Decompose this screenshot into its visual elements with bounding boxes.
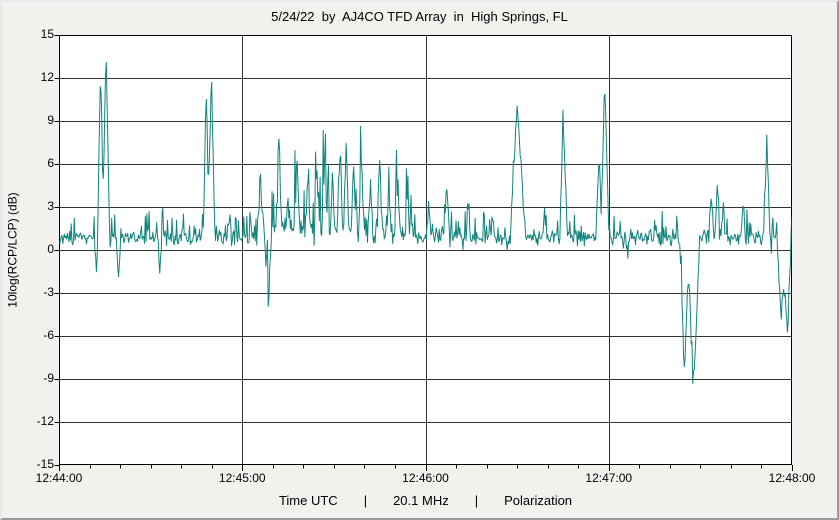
- footer-mode: Polarization: [504, 493, 573, 508]
- y-tick-label: 9: [47, 113, 54, 127]
- horizontal-gridlines: [60, 78, 791, 423]
- polarization-plot: [54, 35, 793, 471]
- y-tick-label: 6: [47, 156, 54, 170]
- footer-frequency: 20.1 MHz: [393, 493, 449, 508]
- vertical-gridlines: [242, 36, 610, 464]
- footer-time-label: Time UTC: [278, 493, 338, 508]
- footer-separator: |: [363, 493, 368, 508]
- footer-separator: |: [474, 493, 479, 508]
- y-tick-label: 3: [47, 199, 54, 213]
- y-tick-label: 12: [40, 70, 54, 84]
- x-tick-label: 12:47:00: [585, 471, 633, 485]
- y-tick-label: 0: [47, 242, 54, 256]
- y-axis-ticks: [54, 35, 59, 466]
- x-tick-label: 12:46:00: [402, 471, 449, 485]
- y-axis-label: 10log(RCP/LCP) (dB): [6, 192, 20, 308]
- x-tick-label: 12:48:00: [768, 471, 816, 485]
- x-tick-label: 12:44:00: [35, 471, 83, 485]
- y-tick-label: 15: [40, 27, 54, 41]
- y-tick-label: -15: [36, 457, 54, 471]
- y-tick-label: -6: [43, 328, 54, 342]
- y-tick-label: -3: [43, 285, 54, 299]
- x-axis-ticks: [59, 465, 793, 471]
- y-tick-label: -9: [43, 371, 54, 385]
- chart-title: 5/24/22 by AJ4CO TFD Array in High Sprin…: [271, 9, 568, 24]
- x-tick-label: 12:45:00: [218, 471, 266, 485]
- signal-trace: [59, 61, 792, 384]
- footer-caption: Time UTC | 20.1 MHz | Polarization: [59, 493, 792, 508]
- y-axis-label-wrap: 10log(RCP/LCP) (dB): [3, 35, 23, 465]
- y-tick-label: -12: [36, 414, 54, 428]
